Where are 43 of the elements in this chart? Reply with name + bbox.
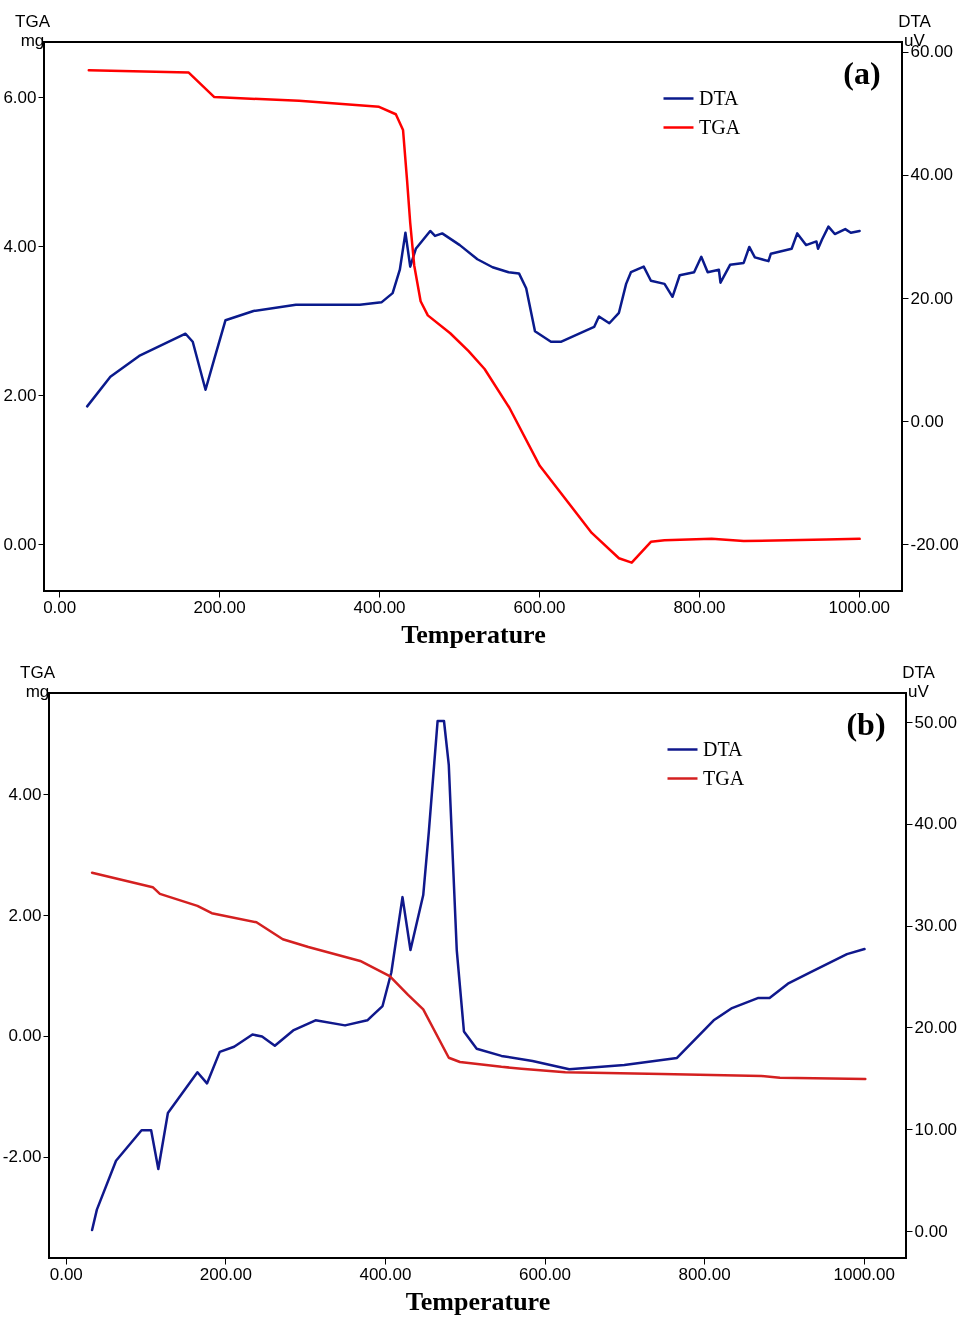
x-tick-label: 800.00 bbox=[673, 597, 726, 617]
x-tick-label: 0.00 bbox=[49, 1264, 83, 1284]
y2-tick-label: 0.00 bbox=[910, 411, 944, 431]
y2-tick-label: 0.00 bbox=[914, 1221, 948, 1241]
legend-label: TGA bbox=[703, 766, 745, 789]
annotation: (b) bbox=[846, 706, 886, 742]
x-tick-label: 400.00 bbox=[359, 1264, 412, 1284]
line-series bbox=[90, 871, 867, 1081]
line-series bbox=[85, 225, 861, 408]
x-tick-label: 400.00 bbox=[353, 597, 406, 617]
y-tick-label: -2.00 bbox=[2, 1147, 42, 1167]
y2-tick-label: 20.00 bbox=[910, 288, 954, 308]
y2-tick-label: 30.00 bbox=[914, 916, 958, 936]
y-tick-label: 2.00 bbox=[3, 385, 37, 405]
y2-tick-label: -20.00 bbox=[910, 534, 959, 554]
x-tick-label: 0.00 bbox=[43, 597, 77, 617]
x-axis-title: Temperature bbox=[405, 1286, 551, 1316]
y-tick-label: 0.00 bbox=[3, 534, 37, 554]
x-tick-label: 1000.00 bbox=[828, 597, 891, 617]
y-tick-label: 6.00 bbox=[3, 87, 37, 107]
y-tick-label: 4.00 bbox=[3, 236, 37, 256]
x-tick-label: 600.00 bbox=[513, 597, 566, 617]
y2-tick-label: 50.00 bbox=[914, 712, 958, 732]
y2-tick-label: 20.00 bbox=[914, 1017, 958, 1037]
y-tick-label: 0.00 bbox=[8, 1026, 42, 1046]
annotation: (a) bbox=[843, 55, 881, 91]
x-tick-label: 800.00 bbox=[678, 1264, 731, 1284]
legend-label: DTA bbox=[699, 86, 740, 109]
y2-tick-label: 10.00 bbox=[914, 1119, 958, 1139]
legend-label: DTA bbox=[703, 737, 744, 760]
x-tick-label: 600.00 bbox=[519, 1264, 572, 1284]
y2-axis-title: DTA uV bbox=[902, 662, 936, 701]
y-tick-label: 2.00 bbox=[8, 905, 42, 925]
x-tick-label: 1000.00 bbox=[833, 1264, 895, 1284]
x-tick-label: 200.00 bbox=[199, 1264, 252, 1284]
x-tick-label: 200.00 bbox=[193, 597, 246, 617]
y-axis-title: TGA mg bbox=[20, 662, 56, 701]
legend-label: TGA bbox=[699, 115, 741, 138]
y-axis-title: TGA mg bbox=[15, 11, 51, 50]
y2-tick-label: 40.00 bbox=[910, 165, 954, 185]
y2-tick-label: 40.00 bbox=[914, 814, 958, 834]
y-tick-label: 4.00 bbox=[8, 784, 42, 804]
x-axis-title: Temperature bbox=[401, 619, 546, 649]
